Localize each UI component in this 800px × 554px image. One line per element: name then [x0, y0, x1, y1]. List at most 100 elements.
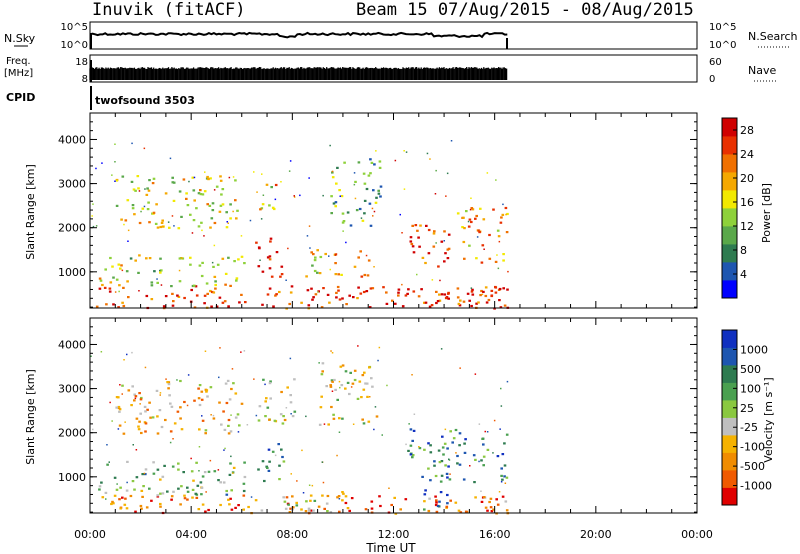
heatmap-cell — [502, 203, 504, 206]
heatmap-cell — [448, 458, 450, 460]
heatmap-cell — [144, 410, 147, 413]
freq-tick-bottom: 8 — [82, 74, 88, 85]
heatmap-cell — [442, 453, 445, 456]
heatmap-cell — [177, 462, 180, 465]
heatmap-cell — [268, 204, 271, 207]
heatmap-cell — [108, 461, 110, 463]
heatmap-cell — [329, 511, 333, 514]
heatmap-cell — [134, 395, 138, 398]
heatmap-cell — [432, 232, 436, 235]
heatmap-cell — [492, 508, 495, 511]
heatmap-cell — [145, 193, 149, 196]
heatmap-cell — [134, 510, 137, 513]
heatmap-cell — [178, 269, 181, 272]
heatmap-cell — [394, 512, 398, 515]
heatmap-cell — [427, 442, 430, 445]
heatmap-cell — [223, 300, 227, 303]
heatmap-cell — [254, 499, 258, 502]
heatmap-cell — [197, 192, 201, 195]
heatmap-cell — [300, 301, 303, 304]
heatmap-cell — [242, 494, 246, 497]
heatmap-cell — [433, 464, 436, 467]
heatmap-cell — [405, 443, 407, 446]
heatmap-cell — [378, 166, 382, 169]
heatmap-cell — [242, 489, 246, 493]
heatmap-cell — [290, 473, 292, 475]
heatmap-cell — [214, 287, 217, 290]
heatmap-cell — [363, 199, 367, 202]
heatmap-cell — [101, 162, 103, 164]
heatmap-cell — [280, 448, 283, 451]
heatmap-cell — [331, 170, 334, 173]
heatmap-cell — [429, 451, 433, 454]
heatmap-cell — [255, 241, 258, 244]
heatmap-cell — [134, 397, 137, 400]
heatmap-cell — [164, 295, 168, 298]
heatmap-cell — [489, 497, 493, 500]
heatmap-cell — [363, 371, 366, 374]
colorbar-swatch — [722, 452, 737, 471]
heatmap-cell — [141, 473, 144, 476]
heatmap-cell — [325, 502, 329, 505]
heatmap-cell — [307, 304, 311, 307]
heatmap-cell — [234, 179, 237, 182]
heatmap-cell — [334, 205, 337, 208]
heatmap-cell — [204, 171, 206, 173]
heatmap-cell — [232, 472, 234, 474]
heatmap-cell — [348, 294, 351, 297]
heatmap-cell — [367, 259, 371, 262]
heatmap-cell — [172, 181, 176, 184]
heatmap-cell — [246, 424, 249, 426]
heatmap-cell — [213, 221, 217, 225]
heatmap-cell — [360, 396, 363, 399]
heatmap-cell — [150, 499, 153, 502]
heatmap-cell — [159, 492, 162, 495]
heatmap-cell — [353, 172, 356, 174]
heatmap-cell — [494, 291, 498, 294]
heatmap-cell — [112, 502, 115, 505]
heatmap-cell — [103, 286, 107, 289]
heatmap-cell — [409, 428, 413, 431]
heatmap-cell — [446, 172, 449, 175]
time-tick-label: 12:00 — [378, 528, 410, 541]
y-tick-label: 1000 — [58, 471, 86, 484]
heatmap-cell — [337, 289, 340, 292]
nsearch-tick-top: 10^5 — [709, 22, 736, 33]
heatmap-cell — [304, 510, 308, 513]
heatmap-cell — [219, 503, 222, 507]
heatmap-cell — [256, 191, 258, 193]
heatmap-cell — [494, 285, 497, 289]
heatmap-cell — [435, 501, 438, 504]
heatmap-cell — [474, 373, 477, 375]
heatmap-cell — [496, 503, 500, 506]
time-tick-label: 00:00 — [681, 528, 713, 541]
heatmap-cell — [118, 284, 121, 287]
heatmap-cell — [237, 258, 240, 261]
heatmap-cell — [275, 251, 279, 254]
heatmap-cell — [229, 217, 232, 220]
heatmap-cell — [130, 404, 133, 407]
heatmap-cell — [112, 276, 115, 279]
cpid-value: twofsound 3503 — [95, 94, 195, 107]
heatmap-cell — [207, 178, 210, 181]
heatmap-cell — [492, 208, 495, 211]
heatmap-cell — [257, 468, 260, 471]
heatmap-cell — [489, 506, 493, 509]
heatmap-cell — [280, 273, 284, 276]
velocity-colorbar: 1000 500 100 25 -25 -100 -500 -1000 — [721, 329, 772, 506]
heatmap-cell — [446, 257, 450, 260]
heatmap-cell — [299, 194, 301, 197]
heatmap-cell — [436, 504, 440, 508]
heatmap-cell — [435, 301, 438, 305]
heatmap-cell — [452, 437, 456, 440]
heatmap-cell — [201, 193, 205, 196]
heatmap-cell — [225, 489, 228, 493]
heatmap-cell — [287, 247, 289, 250]
heatmap-cell — [115, 488, 119, 491]
time-tick-label: 20:00 — [580, 528, 612, 541]
heatmap-cell — [123, 223, 125, 226]
heatmap-cell — [429, 479, 432, 482]
heatmap-cell — [318, 423, 322, 426]
heatmap-cell — [353, 265, 357, 268]
heatmap-cell — [198, 446, 201, 448]
